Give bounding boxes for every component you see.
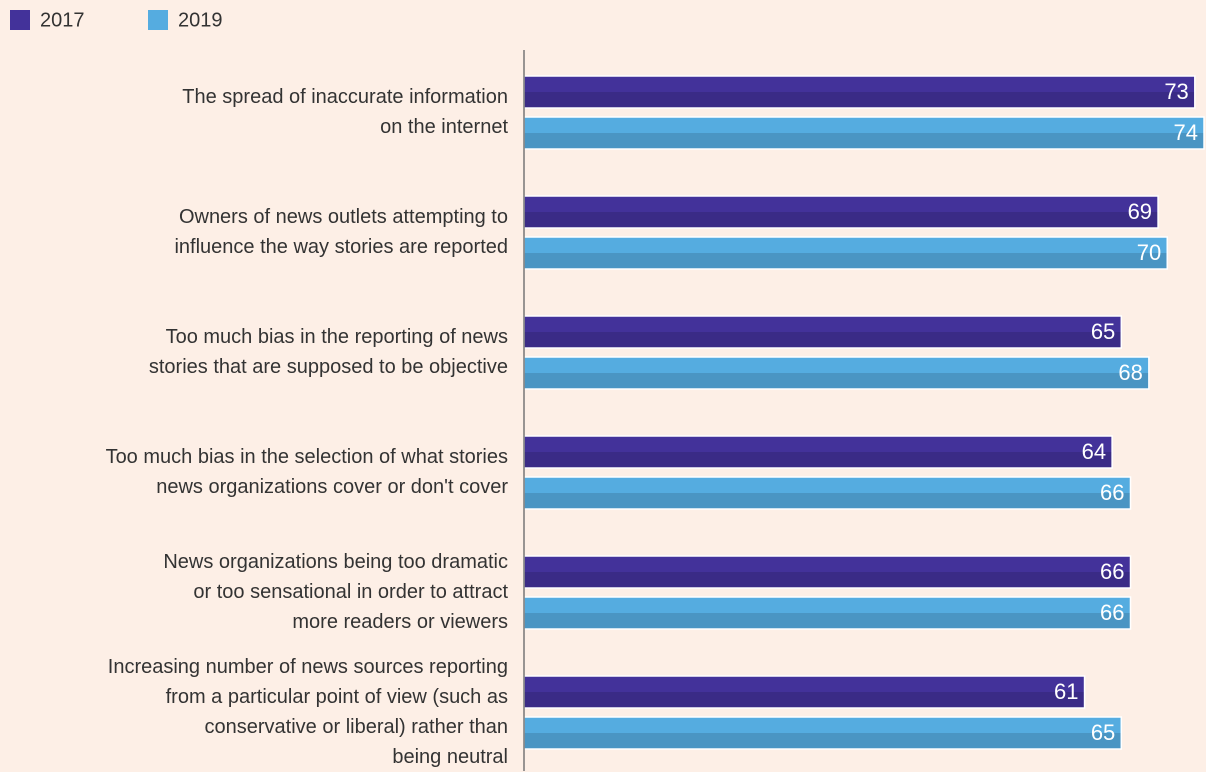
- bar-shade: [524, 733, 1121, 749]
- value-label: 73: [1164, 79, 1188, 104]
- bar: [523, 716, 1123, 750]
- bar: [523, 435, 1113, 469]
- category-label: Too much bias in the reporting of news s…: [148, 326, 508, 378]
- value-label: 61: [1054, 679, 1078, 704]
- bar-shade: [524, 92, 1195, 108]
- bar: [523, 236, 1168, 270]
- bar: [523, 596, 1132, 630]
- legend-swatch: [10, 10, 30, 30]
- value-label: 74: [1174, 120, 1198, 145]
- bar-shade: [524, 452, 1112, 468]
- value-label: 70: [1137, 240, 1161, 265]
- category-label: Increasing number of news sources report…: [107, 656, 508, 768]
- bar: [523, 75, 1196, 109]
- bar: [523, 555, 1132, 589]
- value-label: 66: [1100, 559, 1124, 584]
- value-label: 66: [1100, 600, 1124, 625]
- value-label: 64: [1082, 439, 1106, 464]
- bar-shade: [524, 212, 1158, 228]
- value-label: 66: [1100, 480, 1124, 505]
- bar-shade: [524, 253, 1167, 269]
- bar: [523, 315, 1123, 349]
- legend-swatch: [148, 10, 168, 30]
- value-label: 69: [1128, 199, 1152, 224]
- bar: [523, 195, 1159, 229]
- bar-shade: [524, 332, 1121, 348]
- category-label: The spread of inaccurate information on …: [182, 86, 508, 138]
- value-label: 65: [1091, 319, 1115, 344]
- bar-shade: [524, 572, 1130, 588]
- bar: [523, 675, 1086, 709]
- legend-label: 2017: [40, 9, 85, 31]
- category-label: Too much bias in the selection of what s…: [105, 446, 508, 498]
- bar-shade: [524, 493, 1130, 509]
- bar: [523, 476, 1132, 510]
- category-label: News organizations being too dramatic or…: [163, 551, 508, 633]
- bar-shade: [524, 613, 1130, 629]
- legend-label: 2019: [178, 9, 223, 31]
- bar-shade: [524, 373, 1149, 389]
- value-label: 65: [1091, 720, 1115, 745]
- bar-shade: [524, 692, 1084, 708]
- bar: [523, 356, 1150, 390]
- value-label: 68: [1118, 360, 1142, 385]
- category-label: Owners of news outlets attempting to inf…: [174, 206, 508, 258]
- bar-shade: [524, 133, 1204, 149]
- bar: [523, 116, 1205, 150]
